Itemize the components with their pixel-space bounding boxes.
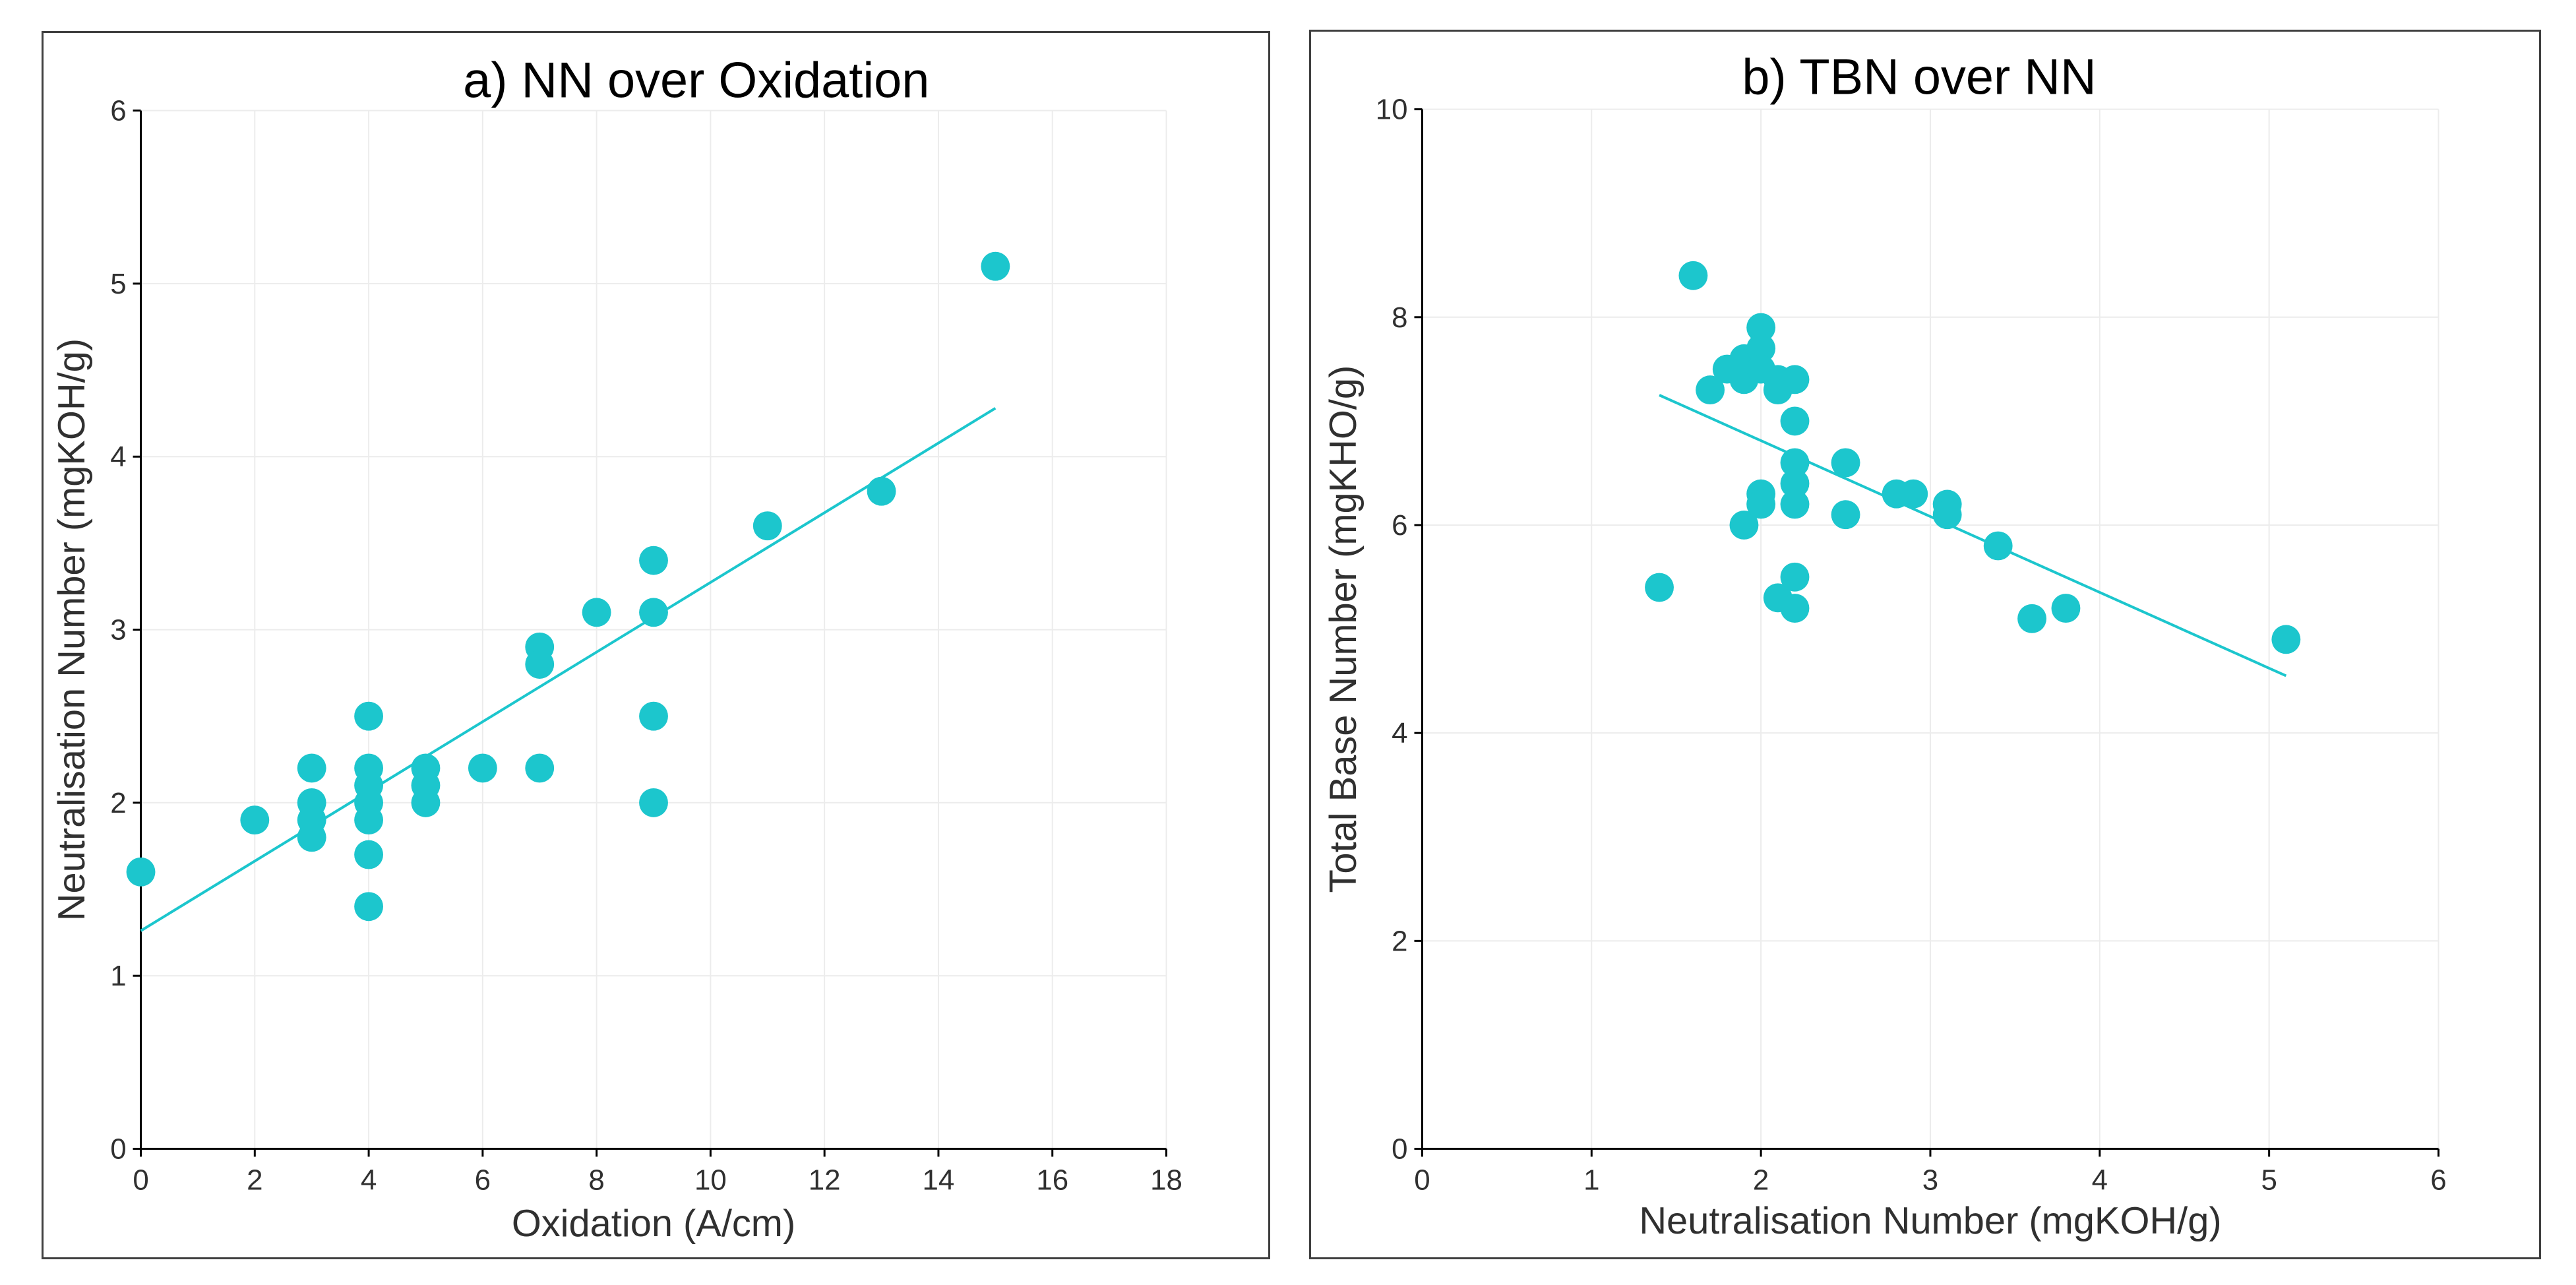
chart-a-data-point — [981, 251, 1010, 281]
chart-a-y-axis-label: Neutralisation Number (mgKOH/g) — [51, 338, 93, 921]
chart-a-y-tick-label: 1 — [110, 960, 126, 992]
chart-b-x-tick-label: 2 — [1753, 1164, 1769, 1196]
chart-b-data-point — [1696, 375, 1725, 405]
chart-a-data-point — [354, 701, 384, 731]
chart-b-data-point — [1746, 489, 1776, 519]
chart-a-data-point — [297, 753, 326, 783]
chart-a-data-point — [354, 892, 384, 922]
chart-b-x-tick-label: 3 — [1922, 1164, 1938, 1196]
chart-a-data-point — [525, 650, 555, 679]
chart-a-data-point — [354, 805, 384, 835]
chart-b-data-point — [1729, 511, 1759, 540]
chart-b-data-point — [1831, 500, 1860, 530]
chart-a-x-tick-label: 0 — [133, 1164, 148, 1196]
chart-b-data-point — [1678, 261, 1708, 290]
chart-b-y-tick-label: 0 — [1392, 1133, 1407, 1165]
chart-b-data-point — [1780, 562, 1810, 592]
chart-a-x-tick-label: 8 — [588, 1164, 604, 1196]
chart-b-y-tick-label: 4 — [1392, 717, 1407, 749]
chart-a-y-tick-label: 4 — [110, 441, 126, 473]
chart-b-data-point — [1780, 448, 1810, 478]
chart-panel-a: 0 2 4 6 8 10 12 14 16 18 0 1 2 3 4 5 6 a) NN over Oxidati… — [42, 31, 1270, 1259]
chart-a-data-point — [240, 805, 270, 835]
chart-b-x-tick-label: 5 — [2261, 1164, 2277, 1196]
chart-b-data-point — [2017, 604, 2047, 633]
chart-a-data-point — [639, 788, 668, 817]
chart-a-y-tick-label: 3 — [110, 614, 126, 646]
chart-b-x-tick-label: 0 — [1414, 1164, 1430, 1196]
chart-b-y-tick-label: 6 — [1392, 509, 1407, 542]
chart-b-y-axis-label: Total Base Number (mgKHO/g) — [1322, 365, 1365, 893]
chart-a-data-point — [867, 476, 896, 506]
chart-a-y-tick-label: 0 — [110, 1133, 126, 1165]
chart-a-x-tick-label: 2 — [247, 1164, 262, 1196]
chart-a-y-tick-label: 6 — [110, 95, 126, 127]
chart-b-data-point — [1780, 594, 1810, 623]
chart-a-x-tick-label: 14 — [923, 1164, 955, 1196]
chart-b-x-tick-label: 1 — [1583, 1164, 1599, 1196]
chart-a-x-tick-label: 10 — [694, 1164, 727, 1196]
chart-b-y-tick-label: 2 — [1392, 925, 1407, 957]
chart-b-data-point — [1780, 406, 1810, 436]
chart-a-y-tick-label: 2 — [110, 787, 126, 819]
chart-b-data-point — [1932, 500, 1962, 530]
chart-b-data-point — [1899, 479, 1928, 509]
chart-b-data-point — [2051, 594, 2081, 623]
chart-a-data-point — [354, 840, 384, 869]
chart-b-y-tick-label: 8 — [1392, 301, 1407, 334]
chart-a-data-point — [639, 546, 668, 575]
chart-panel-b: 0 1 2 3 4 5 6 0 2 4 6 8 10 b) TBN over NN Neutralisati… — [1309, 30, 2541, 1259]
chart-b-data-point — [1780, 469, 1810, 498]
chart-a-x-axis-label: Oxidation (A/cm) — [512, 1203, 795, 1245]
chart-b-data-point — [1983, 531, 2013, 561]
chart-a-data-point — [525, 753, 555, 783]
chart-a-x-tick-label: 18 — [1150, 1164, 1182, 1196]
chart-b-data-point — [2271, 625, 2301, 654]
chart-b-data-point — [1831, 448, 1860, 478]
chart-b-x-axis-label: Neutralisation Number (mgKOH/g) — [1639, 1200, 2221, 1242]
chart-b-y-tick-label: 10 — [1376, 94, 1408, 126]
chart-b-x-tick-label: 4 — [2092, 1164, 2108, 1196]
chart-a-data-point — [582, 598, 611, 627]
chart-a-x-tick-label: 12 — [809, 1164, 841, 1196]
chart-a-data-point — [752, 511, 782, 541]
chart-a-data-point — [126, 857, 156, 887]
chart-a-data-point — [468, 753, 497, 783]
chart-a-data-point — [639, 701, 668, 731]
chart-a-title: a) NN over Oxidation — [463, 53, 929, 109]
chart-b-data-point — [1746, 313, 1776, 342]
chart-b-x-tick-label: 6 — [2430, 1164, 2446, 1196]
chart-b-data-point — [1780, 489, 1810, 519]
chart-b-svg: 0 1 2 3 4 5 6 0 2 4 6 8 10 b) TBN over NN Neutralisati… — [1322, 49, 2447, 1242]
chart-b-data-point — [1645, 573, 1674, 602]
chart-b-data-point — [1780, 365, 1810, 394]
chart-a-x-tick-label: 16 — [1036, 1164, 1068, 1196]
chart-b-data-point — [1746, 334, 1776, 363]
chart-a-data-point — [639, 598, 668, 627]
chart-a-x-tick-label: 4 — [361, 1164, 377, 1196]
chart-b-trendline — [1659, 394, 2287, 677]
chart-a-data-point — [297, 823, 326, 852]
chart-a-trendline — [140, 407, 997, 932]
chart-a-y-tick-label: 5 — [110, 268, 126, 300]
chart-a-x-tick-label: 6 — [475, 1164, 491, 1196]
chart-a-data-point — [411, 788, 441, 817]
chart-b-title: b) TBN over NN — [1742, 49, 2096, 106]
